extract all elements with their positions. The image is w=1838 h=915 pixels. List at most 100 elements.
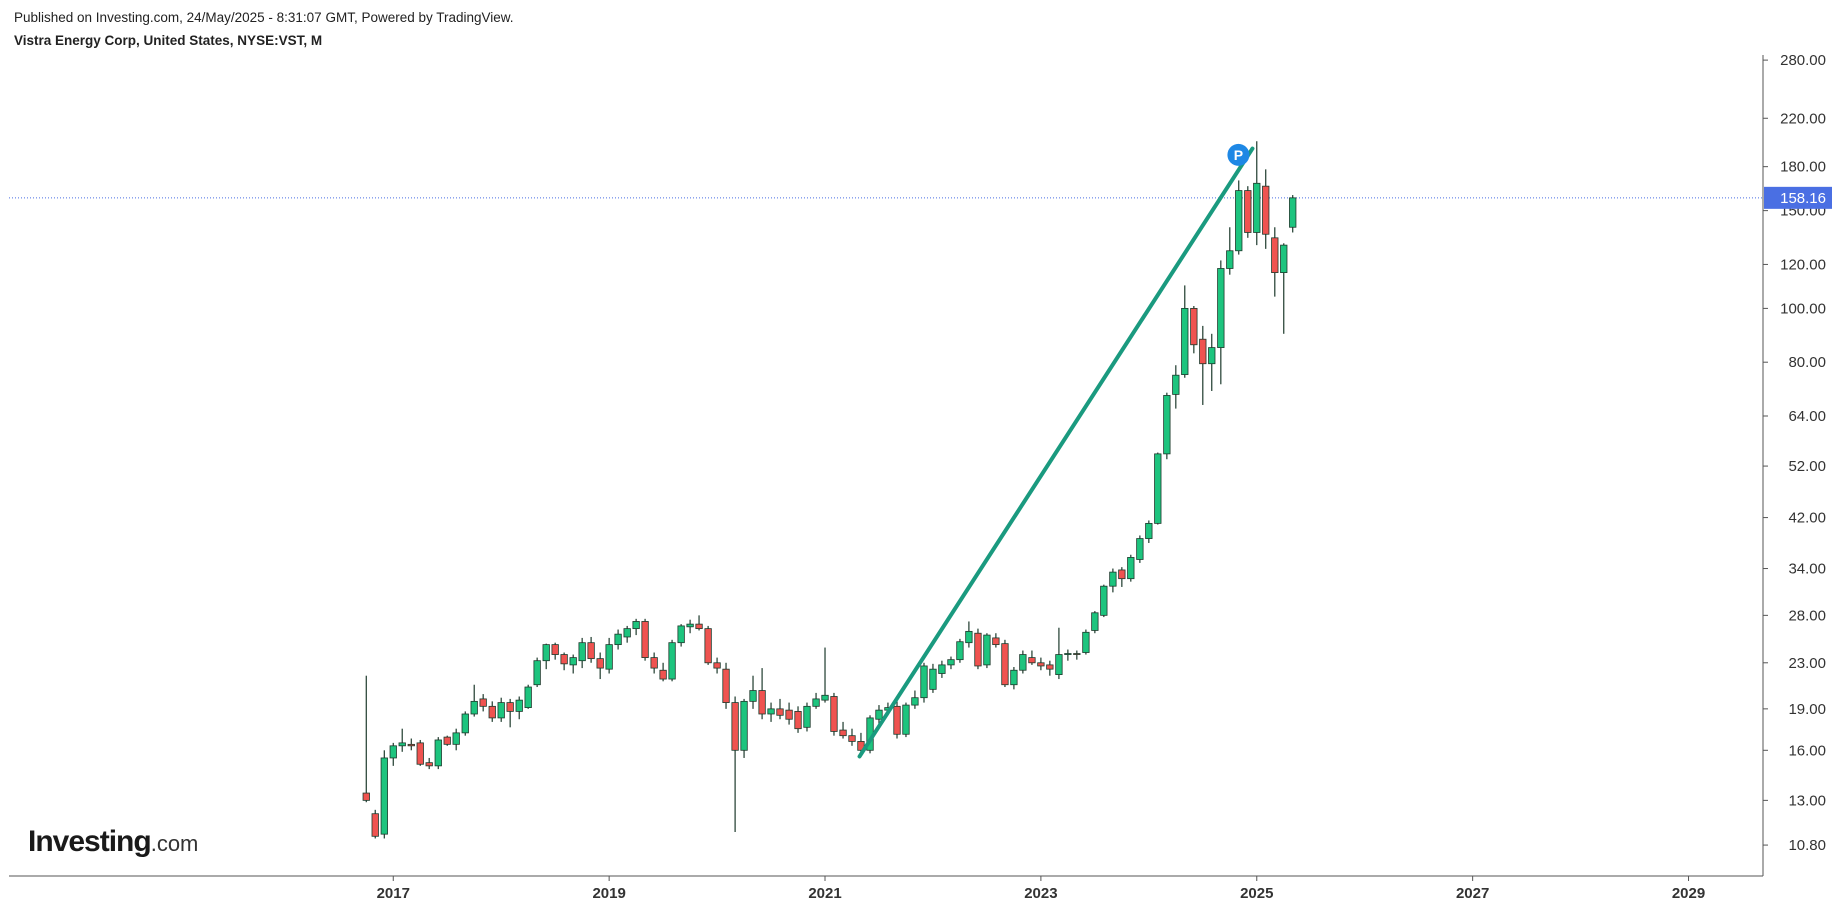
candle-body xyxy=(974,632,982,667)
candle-body xyxy=(470,700,478,715)
y-tick-label: 13.00 xyxy=(1788,792,1826,809)
candle-body xyxy=(506,702,514,712)
candle-body xyxy=(668,642,676,680)
x-tick-label: 2019 xyxy=(592,885,625,902)
candle-body xyxy=(380,757,388,835)
candle-body xyxy=(641,621,649,658)
logo: Investing.com xyxy=(28,825,198,858)
candle-body xyxy=(803,705,811,728)
y-tick-label: 120.00 xyxy=(1780,256,1826,273)
candle-body xyxy=(1127,557,1135,580)
candle-body xyxy=(1010,669,1018,686)
candle-body xyxy=(812,698,820,707)
candle-body xyxy=(1172,374,1180,395)
candle-body xyxy=(758,690,766,715)
candle-body xyxy=(965,630,973,644)
candle-body xyxy=(1037,662,1045,667)
candle-body xyxy=(497,702,505,719)
candle-body xyxy=(1244,190,1252,233)
candle-body xyxy=(938,664,946,674)
candle-body xyxy=(596,658,604,669)
candle-body xyxy=(578,642,586,662)
candle-body xyxy=(1019,654,1027,671)
candle-body xyxy=(704,628,712,664)
candle-body xyxy=(893,705,901,735)
candle-body xyxy=(614,633,622,646)
candle-body xyxy=(1091,612,1099,631)
candle-body xyxy=(533,660,541,686)
candle-body xyxy=(1064,653,1072,655)
candle-body xyxy=(650,657,658,669)
candle-body xyxy=(929,668,937,690)
candle-body xyxy=(1253,182,1261,233)
candle-body xyxy=(1073,653,1081,655)
candle-body xyxy=(1055,654,1063,676)
candle-body xyxy=(479,698,487,707)
candle-body xyxy=(560,654,568,665)
candle-body xyxy=(776,708,784,716)
candle-body xyxy=(992,637,1000,646)
candle-body xyxy=(1271,237,1279,274)
y-tick-label: 10.80 xyxy=(1788,837,1826,854)
candle-body xyxy=(371,813,379,837)
x-tick-label: 2023 xyxy=(1024,885,1057,902)
candle-body xyxy=(722,668,730,703)
candle-body xyxy=(947,659,955,666)
candle-body xyxy=(1100,585,1108,616)
candle-body xyxy=(389,745,397,759)
candle-body xyxy=(713,662,721,669)
x-tick-label: 2017 xyxy=(377,885,410,902)
candle-body xyxy=(1028,657,1036,664)
candle-body xyxy=(1208,347,1216,365)
candle-body xyxy=(623,628,631,638)
candle-body xyxy=(1118,569,1126,580)
y-tick-label: 220.00 xyxy=(1780,110,1826,127)
candle-body xyxy=(1235,190,1243,252)
candle-body xyxy=(425,762,433,767)
candle-body xyxy=(1082,631,1090,653)
candle-body xyxy=(731,702,739,751)
candle-body xyxy=(587,642,595,660)
candle-body xyxy=(452,732,460,745)
y-tick-label: 100.00 xyxy=(1780,300,1826,317)
published-note: Published on Investing.com, 24/May/2025 … xyxy=(14,10,514,25)
y-tick-label: 80.00 xyxy=(1788,354,1826,371)
candle-body xyxy=(488,705,496,719)
candle-body xyxy=(1226,250,1234,269)
y-tick-label: 180.00 xyxy=(1780,159,1826,176)
candle-body xyxy=(434,739,442,767)
candle-body xyxy=(1181,307,1189,375)
candle-body xyxy=(461,713,469,734)
candle-body xyxy=(686,623,694,628)
candle-body xyxy=(1217,268,1225,348)
candle-body xyxy=(875,709,883,720)
candle-body xyxy=(1280,244,1288,274)
y-tick-label: 42.00 xyxy=(1788,510,1826,527)
y-tick-label: 16.00 xyxy=(1788,742,1826,759)
candle-body xyxy=(911,697,919,706)
candle-body xyxy=(830,696,838,732)
candle-body xyxy=(659,669,667,680)
candle-body xyxy=(848,735,856,742)
candle-body xyxy=(902,704,910,735)
candle-body xyxy=(524,686,532,708)
candle-body xyxy=(1109,571,1117,587)
candle-body xyxy=(1190,307,1198,346)
candle-body xyxy=(515,699,523,712)
candle-body xyxy=(920,665,928,699)
candle-body xyxy=(632,621,640,630)
candle-body xyxy=(1136,538,1144,560)
y-tick-label: 28.00 xyxy=(1788,607,1826,624)
candle-body xyxy=(956,641,964,661)
logo-brand: Investing xyxy=(28,825,151,858)
candle-body xyxy=(677,625,685,644)
x-tick-label: 2025 xyxy=(1240,885,1273,902)
candle-body xyxy=(767,708,775,715)
last-price-badge xyxy=(1764,186,1832,209)
y-tick-label: 280.00 xyxy=(1780,52,1826,69)
candle-body xyxy=(1262,185,1270,235)
candle-body xyxy=(695,623,703,630)
logo-suffix: .com xyxy=(151,831,199,856)
